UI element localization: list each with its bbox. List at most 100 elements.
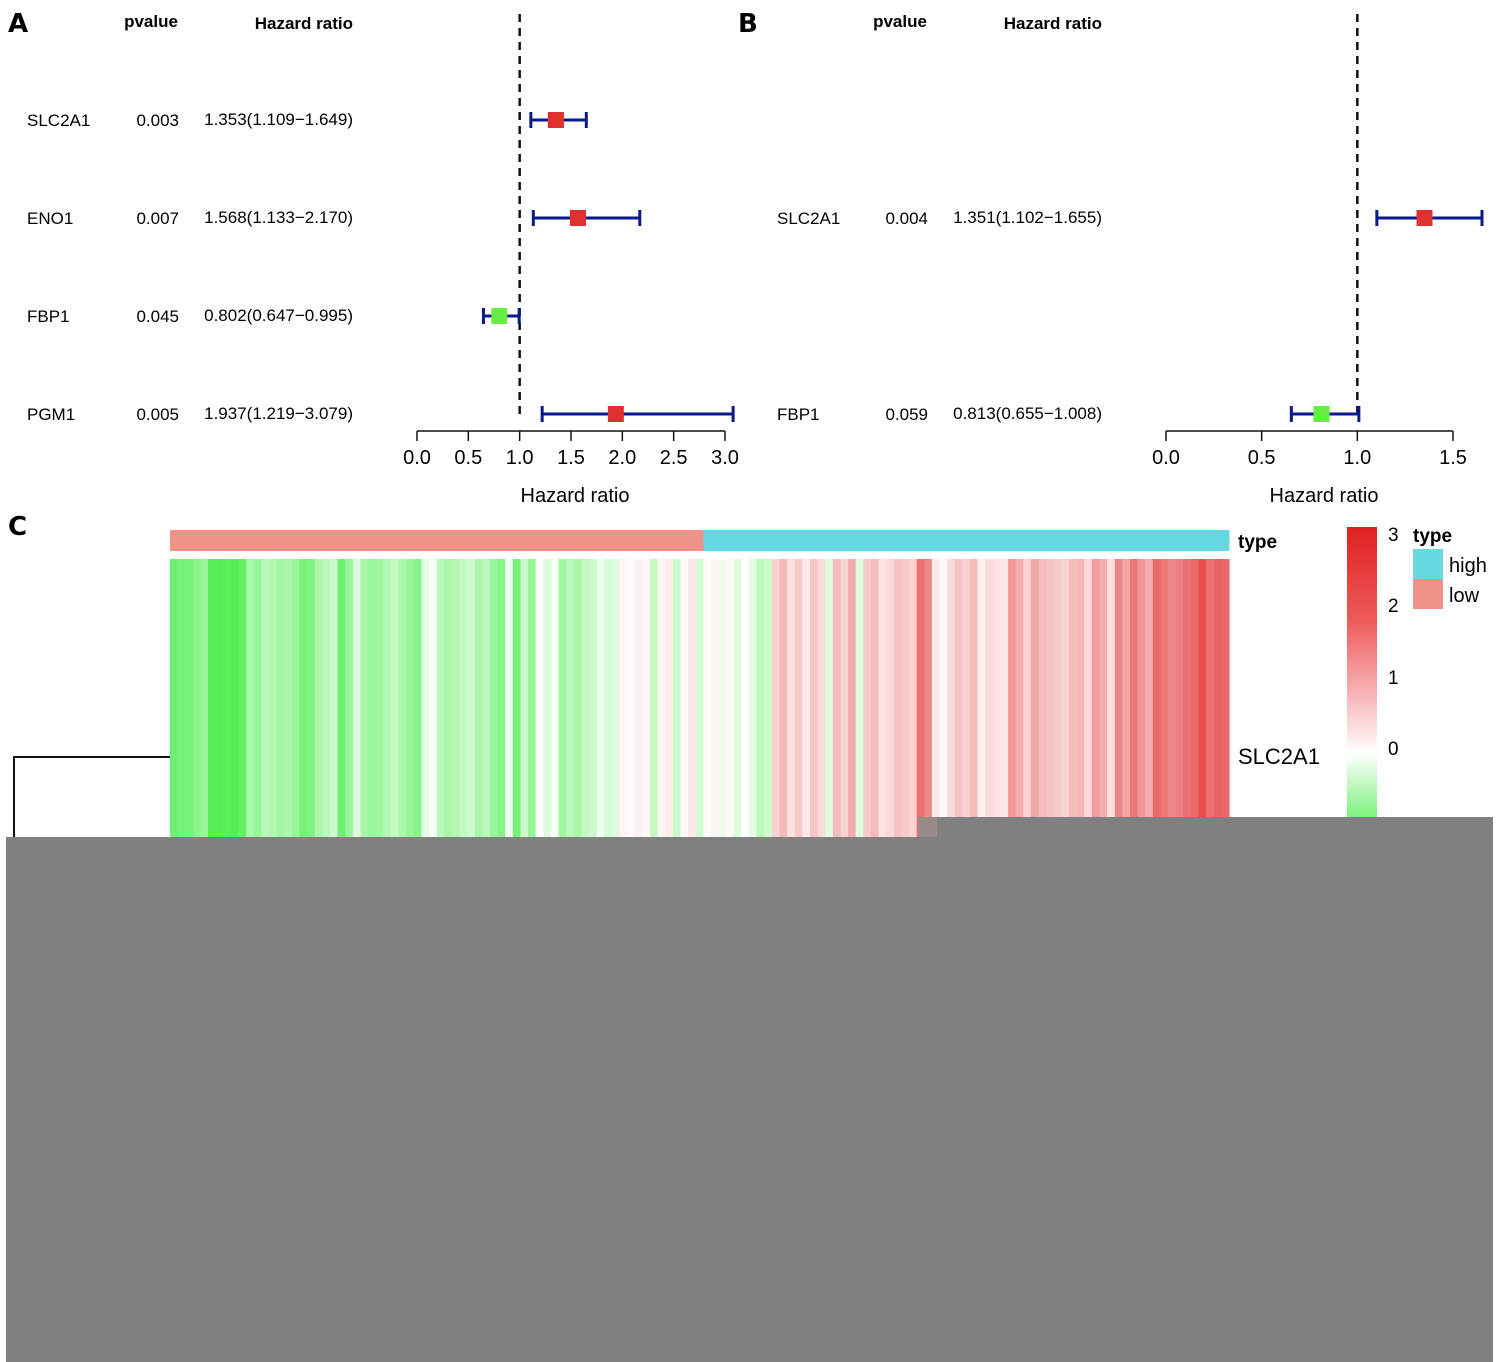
- heatmap-cell: [1168, 559, 1177, 837]
- x-tick-label: 1.5: [1439, 447, 1467, 469]
- heatmap-cell: [924, 559, 933, 837]
- hazard-ratio-header-b: Hazard ratio: [1004, 14, 1102, 33]
- heatmap-cell: [642, 559, 651, 837]
- heatmap-cell: [246, 559, 255, 837]
- heatmap-cell: [718, 559, 727, 837]
- forest-row-eno1-hr-text: 1.568(1.133−2.170): [204, 208, 353, 227]
- forest-row-fbp1-pvalue: 0.045: [136, 307, 179, 326]
- x-axis-a: 0.0 0.5 1.0 1.5 2.0 2.5 3.0: [403, 430, 739, 469]
- x-tick-label: 2.0: [608, 447, 636, 469]
- pvalue-header-b: pvalue: [873, 12, 927, 31]
- heatmap-cell: [535, 559, 544, 837]
- heatmap-cell: [1030, 559, 1040, 837]
- heatmap-cell: [1183, 559, 1192, 837]
- type-annotation-bar: [170, 530, 1230, 551]
- heatmap-cell: [345, 559, 354, 837]
- heatmap-cell: [1076, 559, 1085, 837]
- x-axis-b: 0.0 0.5 1.0 1.5: [1152, 430, 1467, 469]
- colorbar-tick-label: 3: [1388, 525, 1399, 546]
- heatmap-cell: [1107, 559, 1116, 837]
- panel-b: B pvalue Hazard ratio SLC2A1 0.004 1.351(1…: [738, 9, 1484, 507]
- heatmap-cell: [451, 559, 461, 837]
- occlusion-block-main: [6, 837, 1493, 1362]
- heatmap-cell: [665, 559, 674, 837]
- x-tick-label: 1.5: [557, 447, 585, 469]
- heatmap-cell: [215, 559, 224, 837]
- forest-row-fbp1-gene-label: FBP1: [27, 307, 70, 326]
- heatmap-cell: [314, 559, 323, 837]
- annotation-segment-low: [170, 530, 704, 551]
- heatmap-cell: [307, 559, 316, 837]
- heatmap-cell: [474, 559, 483, 837]
- heatmap-cell: [299, 559, 308, 837]
- heatmap-cell: [589, 559, 598, 837]
- heatmap-cell: [1160, 559, 1169, 837]
- heatmap-cell: [1038, 559, 1047, 837]
- x-tick-label: 0.5: [454, 447, 482, 469]
- heatmap-cell: [604, 559, 613, 837]
- hazard-ratio-header-a: Hazard ratio: [255, 14, 353, 33]
- heatmap-cell: [855, 559, 864, 837]
- x-tick-label: 1.0: [506, 447, 534, 469]
- forest-row-slc2a1-point: [547, 112, 564, 128]
- heatmap-cell: [390, 559, 400, 837]
- occlusion-block-upper: [937, 817, 1493, 839]
- forest-row-slc2a1-gene-label: SLC2A1: [27, 111, 90, 130]
- heatmap-cell: [223, 559, 232, 837]
- forest-row-eno1-point: [569, 210, 586, 226]
- forest-row-pgm1-gene-label: PGM1: [27, 405, 75, 424]
- heatmap-cell: [794, 559, 803, 837]
- heatmap-cell: [672, 559, 682, 837]
- legend-label-high: high: [1449, 555, 1487, 577]
- heatmap-cell: [1091, 559, 1101, 837]
- heatmap-cell: [1145, 559, 1154, 837]
- heatmap-cell: [596, 559, 605, 837]
- forest-row-fbp1-hr-text: 0.802(0.647−0.995): [204, 306, 353, 325]
- heatmap-cell: [1206, 559, 1215, 837]
- heatmap-cell: [1137, 559, 1146, 837]
- forest-row-slc2a1-hr-text: 1.351(1.102−1.655): [953, 208, 1102, 227]
- heatmap-cell: [787, 559, 796, 837]
- heatmap-cell: [1046, 559, 1055, 837]
- heatmap-cell: [528, 559, 537, 837]
- heatmap-cell: [954, 559, 963, 837]
- heatmap-cell: [848, 559, 857, 837]
- heatmap-cell: [550, 559, 560, 837]
- forest-row-eno1-pvalue: 0.007: [136, 209, 179, 228]
- heatmap-cell: [520, 559, 529, 837]
- x-tick-label: 3.0: [711, 447, 739, 469]
- heatmap-cell: [870, 559, 880, 837]
- heatmap-cell: [1061, 559, 1070, 837]
- heatmap-cell: [1084, 559, 1093, 837]
- heatmap-cell: [1221, 559, 1230, 837]
- heatmap-cell: [543, 559, 552, 837]
- heatmap-cell: [489, 559, 499, 837]
- heatmap-cell: [825, 559, 834, 837]
- forest-row-pgm1-hr-text: 1.937(1.219−3.079): [204, 404, 353, 423]
- heatmap-cell: [764, 559, 773, 837]
- heatmap-cell: [893, 559, 902, 837]
- heatmap-cell: [368, 559, 377, 837]
- legend-title: type: [1413, 526, 1452, 547]
- heatmap-cell: [322, 559, 331, 837]
- heatmap-cell: [497, 559, 506, 837]
- forest-row-fbp1-pvalue: 0.059: [885, 405, 928, 424]
- panel-c: C type SLC2A1 3 2 1 0 type high low: [8, 512, 1487, 840]
- heatmap-cell: [863, 559, 872, 837]
- heatmap-cell: [649, 559, 659, 837]
- heatmap-cell: [406, 559, 415, 837]
- forest-row-slc2a1-point: [1416, 210, 1433, 226]
- forest-rows-b: SLC2A1 0.004 1.351(1.102−1.655) FBP1 0.059 0.…: [777, 14, 1484, 424]
- heatmap-cell: [939, 559, 948, 837]
- colorbar-ticks: 3 2 1 0: [1388, 525, 1399, 760]
- heatmap-cell: [1198, 559, 1207, 837]
- heatmap-cell: [916, 559, 925, 837]
- heatmap-cell: [467, 559, 476, 837]
- pvalue-header-a: pvalue: [124, 12, 178, 31]
- legend-swatch-low: [1413, 579, 1443, 609]
- x-tick-label: 1.0: [1343, 447, 1371, 469]
- heatmap-cell: [809, 559, 819, 837]
- heatmap-cell: [627, 559, 636, 837]
- heatmap-cell: [680, 559, 689, 837]
